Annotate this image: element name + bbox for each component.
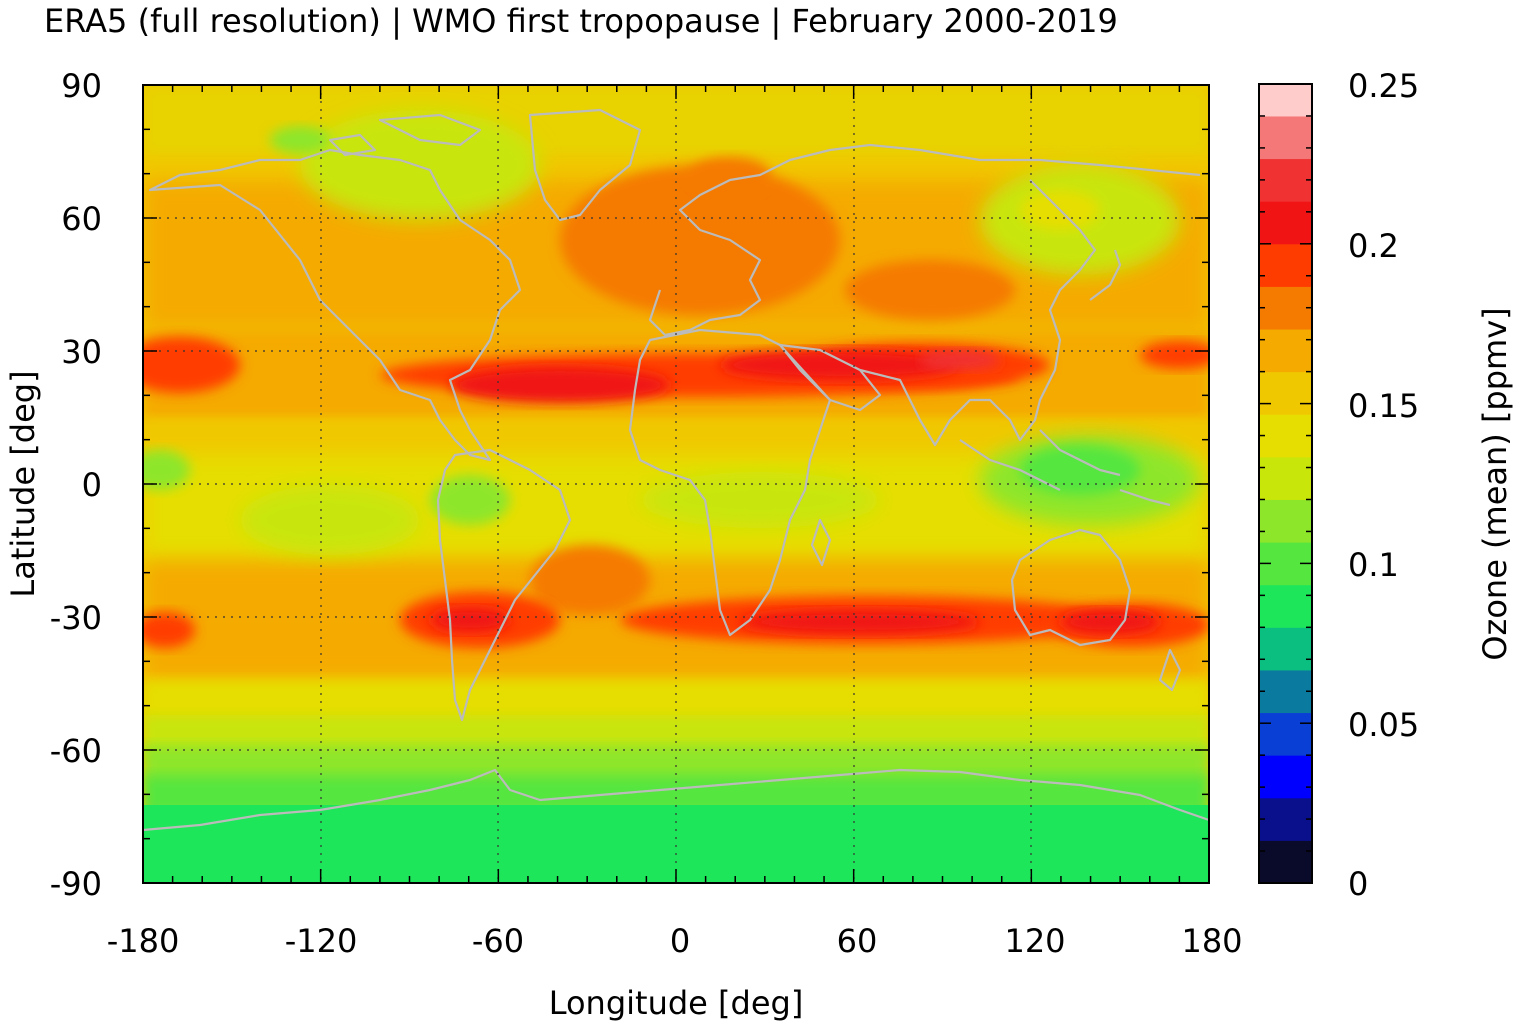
y-tick-label: 0 [82, 466, 102, 504]
colorbar-block [1259, 456, 1312, 500]
y-tick-label: -60 [50, 732, 102, 770]
x-tick-label: 120 [1004, 922, 1065, 960]
x-tick-label: 60 [837, 922, 878, 960]
gridlines [143, 85, 1209, 883]
colorbar-block [1259, 755, 1312, 799]
ozone-field [143, 85, 1209, 883]
colorbar-block [1259, 243, 1312, 287]
coastlines [143, 108, 1209, 832]
x-axis-label: Longitude [deg] [549, 984, 804, 1022]
colorbar [1259, 84, 1312, 884]
colorbar-tick-label: 0.1 [1348, 546, 1399, 584]
colorbar-tick-label: 0.25 [1348, 67, 1419, 105]
colorbar-tick-label: 0.05 [1348, 706, 1419, 744]
colorbar-tick-label: 0 [1348, 865, 1368, 903]
x-tick-label: -180 [107, 922, 180, 960]
colorbar-block [1259, 158, 1312, 202]
colorbar-block [1259, 627, 1312, 671]
colorbar-block [1259, 201, 1312, 245]
colorbar-block [1259, 797, 1312, 841]
x-tick-label: -60 [472, 922, 524, 960]
colorbar-label: Ozone (mean) [ppmv] [1476, 307, 1514, 660]
colorbar-block [1259, 115, 1312, 160]
colorbar-block [1259, 329, 1312, 373]
colorbar-ticks [1259, 83, 1312, 884]
x-tick-label: 0 [670, 922, 690, 960]
colorbar-block [1259, 414, 1312, 458]
colorbar-block [1259, 584, 1312, 628]
chart-title: ERA5 (full resolution) | WMO first tropo… [44, 2, 1118, 40]
colorbar-frame [1258, 83, 1313, 884]
y-tick-label: 90 [61, 67, 102, 105]
colorbar-tick-label: 0.2 [1348, 227, 1399, 265]
colorbar-tick-label: 0.15 [1348, 387, 1419, 425]
y-tick-label: 60 [61, 200, 102, 238]
y-tick-label: -90 [50, 865, 102, 903]
y-axis-label: Latitude [deg] [4, 370, 42, 597]
y-tick-label: -30 [50, 599, 102, 637]
x-tick-label: 180 [1181, 922, 1242, 960]
map-ticks [142, 84, 1210, 884]
x-tick-label: -120 [285, 922, 358, 960]
colorbar-block [1259, 371, 1312, 415]
colorbar-block [1259, 840, 1312, 884]
colorbar-block [1259, 84, 1312, 117]
colorbar-block [1259, 669, 1312, 714]
y-tick-label: 30 [61, 333, 102, 371]
colorbar-block [1259, 286, 1312, 330]
colorbar-block [1259, 499, 1312, 543]
colorbar-block [1259, 712, 1312, 756]
